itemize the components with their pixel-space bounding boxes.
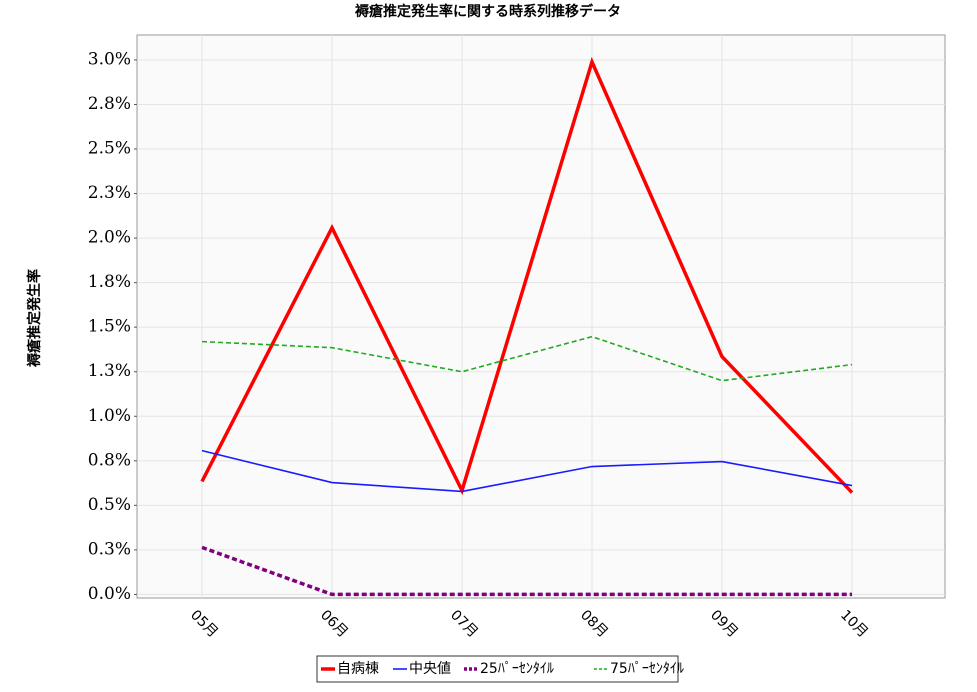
x-tick-label: 09月 bbox=[707, 607, 741, 641]
x-tick-label: 08月 bbox=[577, 607, 611, 641]
y-tick-label: 2.0% bbox=[88, 228, 131, 248]
series-line bbox=[200, 56, 854, 496]
legend-label: 自病棟 bbox=[337, 661, 379, 677]
chart-title: 褥瘡推定発生率に関する時系列推移データ bbox=[354, 3, 621, 20]
y-tick-label: 2.3% bbox=[88, 183, 131, 203]
series-line bbox=[201, 335, 853, 382]
legend-label: 中央値 bbox=[409, 661, 451, 677]
y-tick-label: 0.3% bbox=[88, 539, 131, 559]
y-axis-label: 褥瘡推定発生率 bbox=[26, 269, 43, 368]
series-line bbox=[201, 449, 853, 493]
y-tick-label: 1.5% bbox=[88, 317, 131, 337]
y-tick-label: 2.8% bbox=[88, 94, 131, 114]
legend-box bbox=[316, 655, 679, 683]
y-tick-label: 3.0% bbox=[88, 49, 131, 69]
y-tick-label: 1.3% bbox=[88, 361, 131, 381]
y-tick-label: 0.5% bbox=[88, 495, 131, 515]
x-tick-label: 07月 bbox=[447, 607, 481, 641]
y-tick-label: 0.0% bbox=[88, 584, 131, 604]
y-tick-label: 1.8% bbox=[88, 272, 131, 292]
y-tick-label: 0.8% bbox=[88, 450, 131, 470]
x-tick-label: 06月 bbox=[317, 607, 351, 641]
legend-label: 75ﾊﾟｰｾﾝﾀｲﾙ bbox=[610, 661, 684, 677]
plot-area bbox=[136, 34, 946, 599]
x-tick-label: 10月 bbox=[837, 607, 871, 641]
legend-label: 25ﾊﾟｰｾﾝﾀｲﾙ bbox=[480, 661, 554, 677]
x-tick-label: 05月 bbox=[187, 607, 221, 641]
y-tick-label: 2.5% bbox=[88, 139, 131, 159]
y-tick-label: 1.0% bbox=[88, 406, 131, 426]
series-line bbox=[201, 545, 852, 597]
